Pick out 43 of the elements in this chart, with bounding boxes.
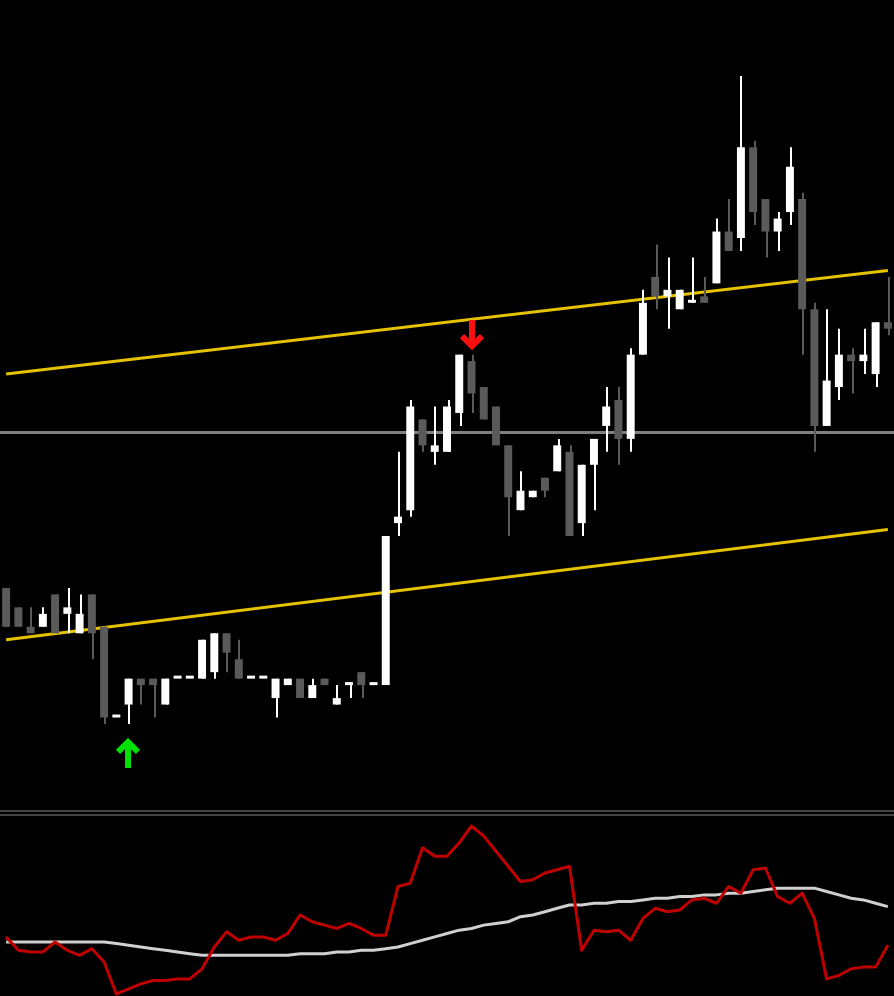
candlestick [430,405,439,466]
candlestick [859,327,868,376]
candlestick [210,632,219,680]
candlestick [687,256,696,304]
candlestick [724,198,733,252]
candlestick [124,677,133,725]
candlestick [198,638,207,680]
candlestick [345,682,354,700]
candlestick [785,146,794,227]
candlestick [38,606,47,628]
candlestick [87,593,96,661]
candlestick [26,606,35,635]
candlestick [357,671,366,700]
candlestick [602,386,611,453]
candlestick [136,677,145,706]
candlestick [761,198,770,259]
candlestick [271,677,280,719]
candlestick [553,437,562,473]
candlestick [651,243,660,311]
candlestick [149,677,158,719]
candlestick [63,586,72,635]
candlestick [234,638,243,680]
candlestick [479,386,488,421]
candlestick [75,593,84,635]
candlestick [773,211,782,252]
candlestick [516,470,525,512]
candlestick [700,275,709,304]
candlestick [467,353,476,414]
candlestick [822,308,831,427]
candlestick [614,386,623,466]
candlestick [332,684,341,706]
candlestick [222,632,231,674]
candlestick [394,450,402,538]
candlestick [834,327,843,401]
candlestick [161,677,170,706]
candlestick [847,347,856,395]
candlestick [589,437,598,512]
candlestick [443,399,451,453]
candlestick [51,593,60,635]
candlestick [883,275,892,337]
candlestick [14,606,23,628]
candlestick [2,586,11,628]
candlestick [663,256,672,330]
